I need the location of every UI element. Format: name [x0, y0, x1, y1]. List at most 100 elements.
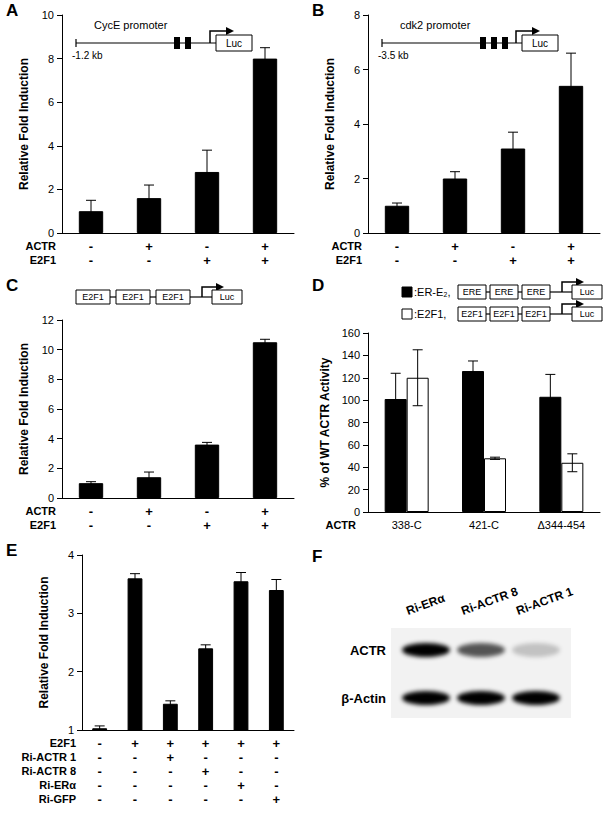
svg-text:cdk2 promoter: cdk2 promoter [400, 19, 471, 31]
svg-text:ACTR: ACTR [331, 240, 362, 252]
svg-text:-: - [97, 750, 101, 765]
svg-text:-: - [147, 518, 151, 533]
svg-text:-: - [395, 239, 399, 254]
svg-text:+: + [203, 253, 211, 268]
svg-text:CycE promoter: CycE promoter [94, 19, 168, 31]
svg-text:120: 120 [342, 372, 360, 384]
svg-text:-: - [511, 239, 515, 254]
svg-text:Luc: Luc [220, 292, 235, 302]
svg-text:D: D [312, 276, 324, 295]
svg-text:10: 10 [42, 344, 54, 356]
svg-text:Luc: Luc [580, 287, 595, 297]
svg-text:ERE: ERE [463, 287, 482, 297]
svg-text:160: 160 [342, 327, 360, 339]
svg-text:B: B [312, 1, 324, 20]
svg-text:E2F1: E2F1 [461, 309, 483, 319]
svg-text:Luc: Luc [580, 309, 595, 319]
svg-text:-: - [89, 504, 93, 519]
svg-text:2: 2 [354, 173, 360, 185]
svg-text:+: + [261, 253, 269, 268]
svg-text:6: 6 [354, 64, 360, 76]
svg-text:0: 0 [354, 227, 360, 239]
svg-text:421-C: 421-C [469, 519, 499, 531]
svg-text:E2F1: E2F1 [50, 737, 76, 749]
svg-text:-1.2 kb: -1.2 kb [72, 50, 103, 61]
svg-text:4: 4 [48, 433, 54, 445]
svg-text:ERE: ERE [495, 287, 514, 297]
svg-text:-: - [274, 778, 278, 793]
svg-text:+: + [237, 778, 245, 793]
svg-text:+: + [261, 504, 269, 519]
svg-text:+: + [567, 239, 575, 254]
svg-text:Δ344-454: Δ344-454 [537, 519, 585, 531]
svg-text:+: + [451, 239, 459, 254]
svg-text:-: - [239, 792, 243, 807]
svg-text:-: - [89, 239, 93, 254]
svg-text:2: 2 [48, 462, 54, 474]
svg-text:-: - [133, 778, 137, 793]
svg-text:+: + [167, 750, 175, 765]
svg-text:% of WT ACTR Activity: % of WT ACTR Activity [318, 357, 332, 487]
svg-text::E2F1,: :E2F1, [414, 308, 446, 320]
svg-text:+: + [203, 518, 211, 533]
svg-text:+: + [273, 736, 281, 751]
svg-text:4: 4 [68, 549, 74, 561]
svg-text:+: + [509, 253, 517, 268]
svg-text:+: + [261, 518, 269, 533]
svg-text:-: - [203, 750, 207, 765]
svg-text:8: 8 [354, 9, 360, 21]
svg-text:+: + [273, 792, 281, 807]
svg-text:-: - [205, 239, 209, 254]
svg-text:+: + [202, 736, 210, 751]
svg-text:E2F1: E2F1 [122, 292, 144, 302]
svg-text:C: C [6, 276, 18, 295]
svg-text:+: + [261, 239, 269, 254]
svg-text:-: - [274, 764, 278, 779]
svg-text:100: 100 [342, 394, 360, 406]
svg-text:+: + [567, 253, 575, 268]
svg-text:ERE: ERE [527, 287, 546, 297]
svg-text:-: - [133, 792, 137, 807]
svg-text:E2F1: E2F1 [30, 519, 56, 531]
svg-text:-: - [203, 792, 207, 807]
svg-text:Ri-GFP: Ri-GFP [39, 793, 76, 805]
svg-text:β-Actin: β-Actin [341, 691, 386, 706]
svg-text:-: - [239, 764, 243, 779]
svg-text:-: - [168, 764, 172, 779]
svg-text:-: - [133, 750, 137, 765]
svg-text:10: 10 [42, 9, 54, 21]
svg-text:Relative Fold Induction: Relative Fold Induction [17, 58, 31, 190]
svg-text:0: 0 [48, 227, 54, 239]
svg-text:F: F [312, 547, 322, 566]
svg-text:-: - [97, 778, 101, 793]
svg-text:Luc: Luc [226, 38, 242, 49]
svg-text:E2F1: E2F1 [162, 292, 184, 302]
svg-text:E: E [6, 541, 17, 560]
svg-text:-: - [97, 764, 101, 779]
svg-text:8: 8 [48, 53, 54, 65]
svg-text:0: 0 [354, 506, 360, 518]
svg-text:ACTR: ACTR [325, 519, 356, 531]
svg-text:E2F1: E2F1 [82, 292, 104, 302]
svg-text:-: - [147, 253, 151, 268]
svg-text:A: A [6, 1, 18, 20]
svg-text::ER-E₂,: :ER-E₂, [414, 286, 451, 298]
svg-text:-: - [89, 518, 93, 533]
svg-text:E2F1: E2F1 [30, 254, 56, 266]
svg-text:ACTR: ACTR [350, 643, 387, 658]
svg-text:+: + [131, 736, 139, 751]
svg-text:-: - [97, 792, 101, 807]
svg-text:-: - [97, 736, 101, 751]
svg-text:1: 1 [68, 724, 74, 736]
svg-text:8: 8 [48, 373, 54, 385]
svg-text:-3.5 kb: -3.5 kb [378, 50, 409, 61]
svg-text:-: - [453, 253, 457, 268]
svg-text:Ri-ACTR 1: Ri-ACTR 1 [514, 584, 575, 618]
svg-text:Ri-ACTR 8: Ri-ACTR 8 [459, 584, 520, 618]
svg-text:-: - [274, 750, 278, 765]
svg-text:12: 12 [42, 314, 54, 326]
svg-text:+: + [237, 736, 245, 751]
svg-text:E2F1: E2F1 [336, 254, 362, 266]
svg-text:Relative Fold Induction: Relative Fold Induction [37, 576, 51, 708]
svg-text:Luc: Luc [532, 38, 548, 49]
